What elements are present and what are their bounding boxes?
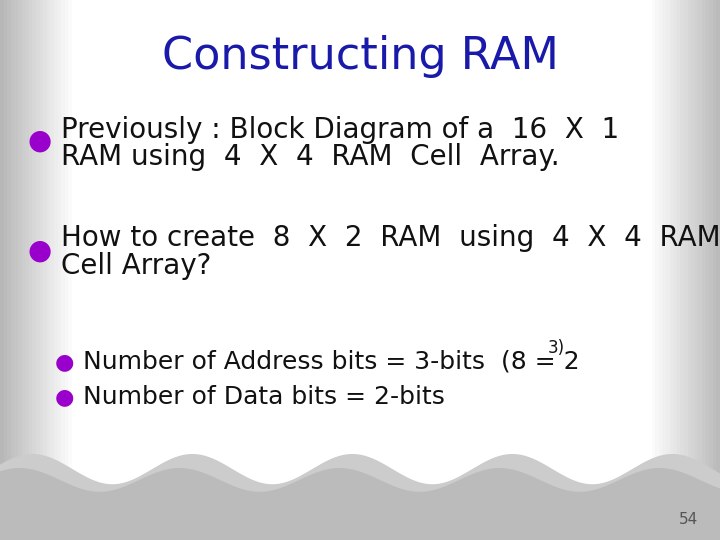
Text: RAM using  4  X  4  RAM  Cell  Array.: RAM using 4 X 4 RAM Cell Array. xyxy=(61,143,560,171)
Text: ●: ● xyxy=(27,126,52,154)
Text: Cell Array?: Cell Array? xyxy=(61,252,212,280)
Text: Number of Data bits = 2-bits: Number of Data bits = 2-bits xyxy=(83,385,445,409)
Text: 54: 54 xyxy=(679,512,698,527)
Text: ●: ● xyxy=(55,352,74,372)
Text: How to create  8  X  2  RAM  using  4  X  4  RAM: How to create 8 X 2 RAM using 4 X 4 RAM xyxy=(61,224,720,252)
Text: Previously : Block Diagram of a  16  X  1: Previously : Block Diagram of a 16 X 1 xyxy=(61,116,619,144)
Text: ●: ● xyxy=(55,387,74,407)
Text: ●: ● xyxy=(27,237,52,265)
Text: Number of Address bits = 3-bits  (8 = 2: Number of Address bits = 3-bits (8 = 2 xyxy=(83,350,580,374)
Text: 3): 3) xyxy=(547,339,564,357)
Text: Constructing RAM: Constructing RAM xyxy=(161,35,559,78)
